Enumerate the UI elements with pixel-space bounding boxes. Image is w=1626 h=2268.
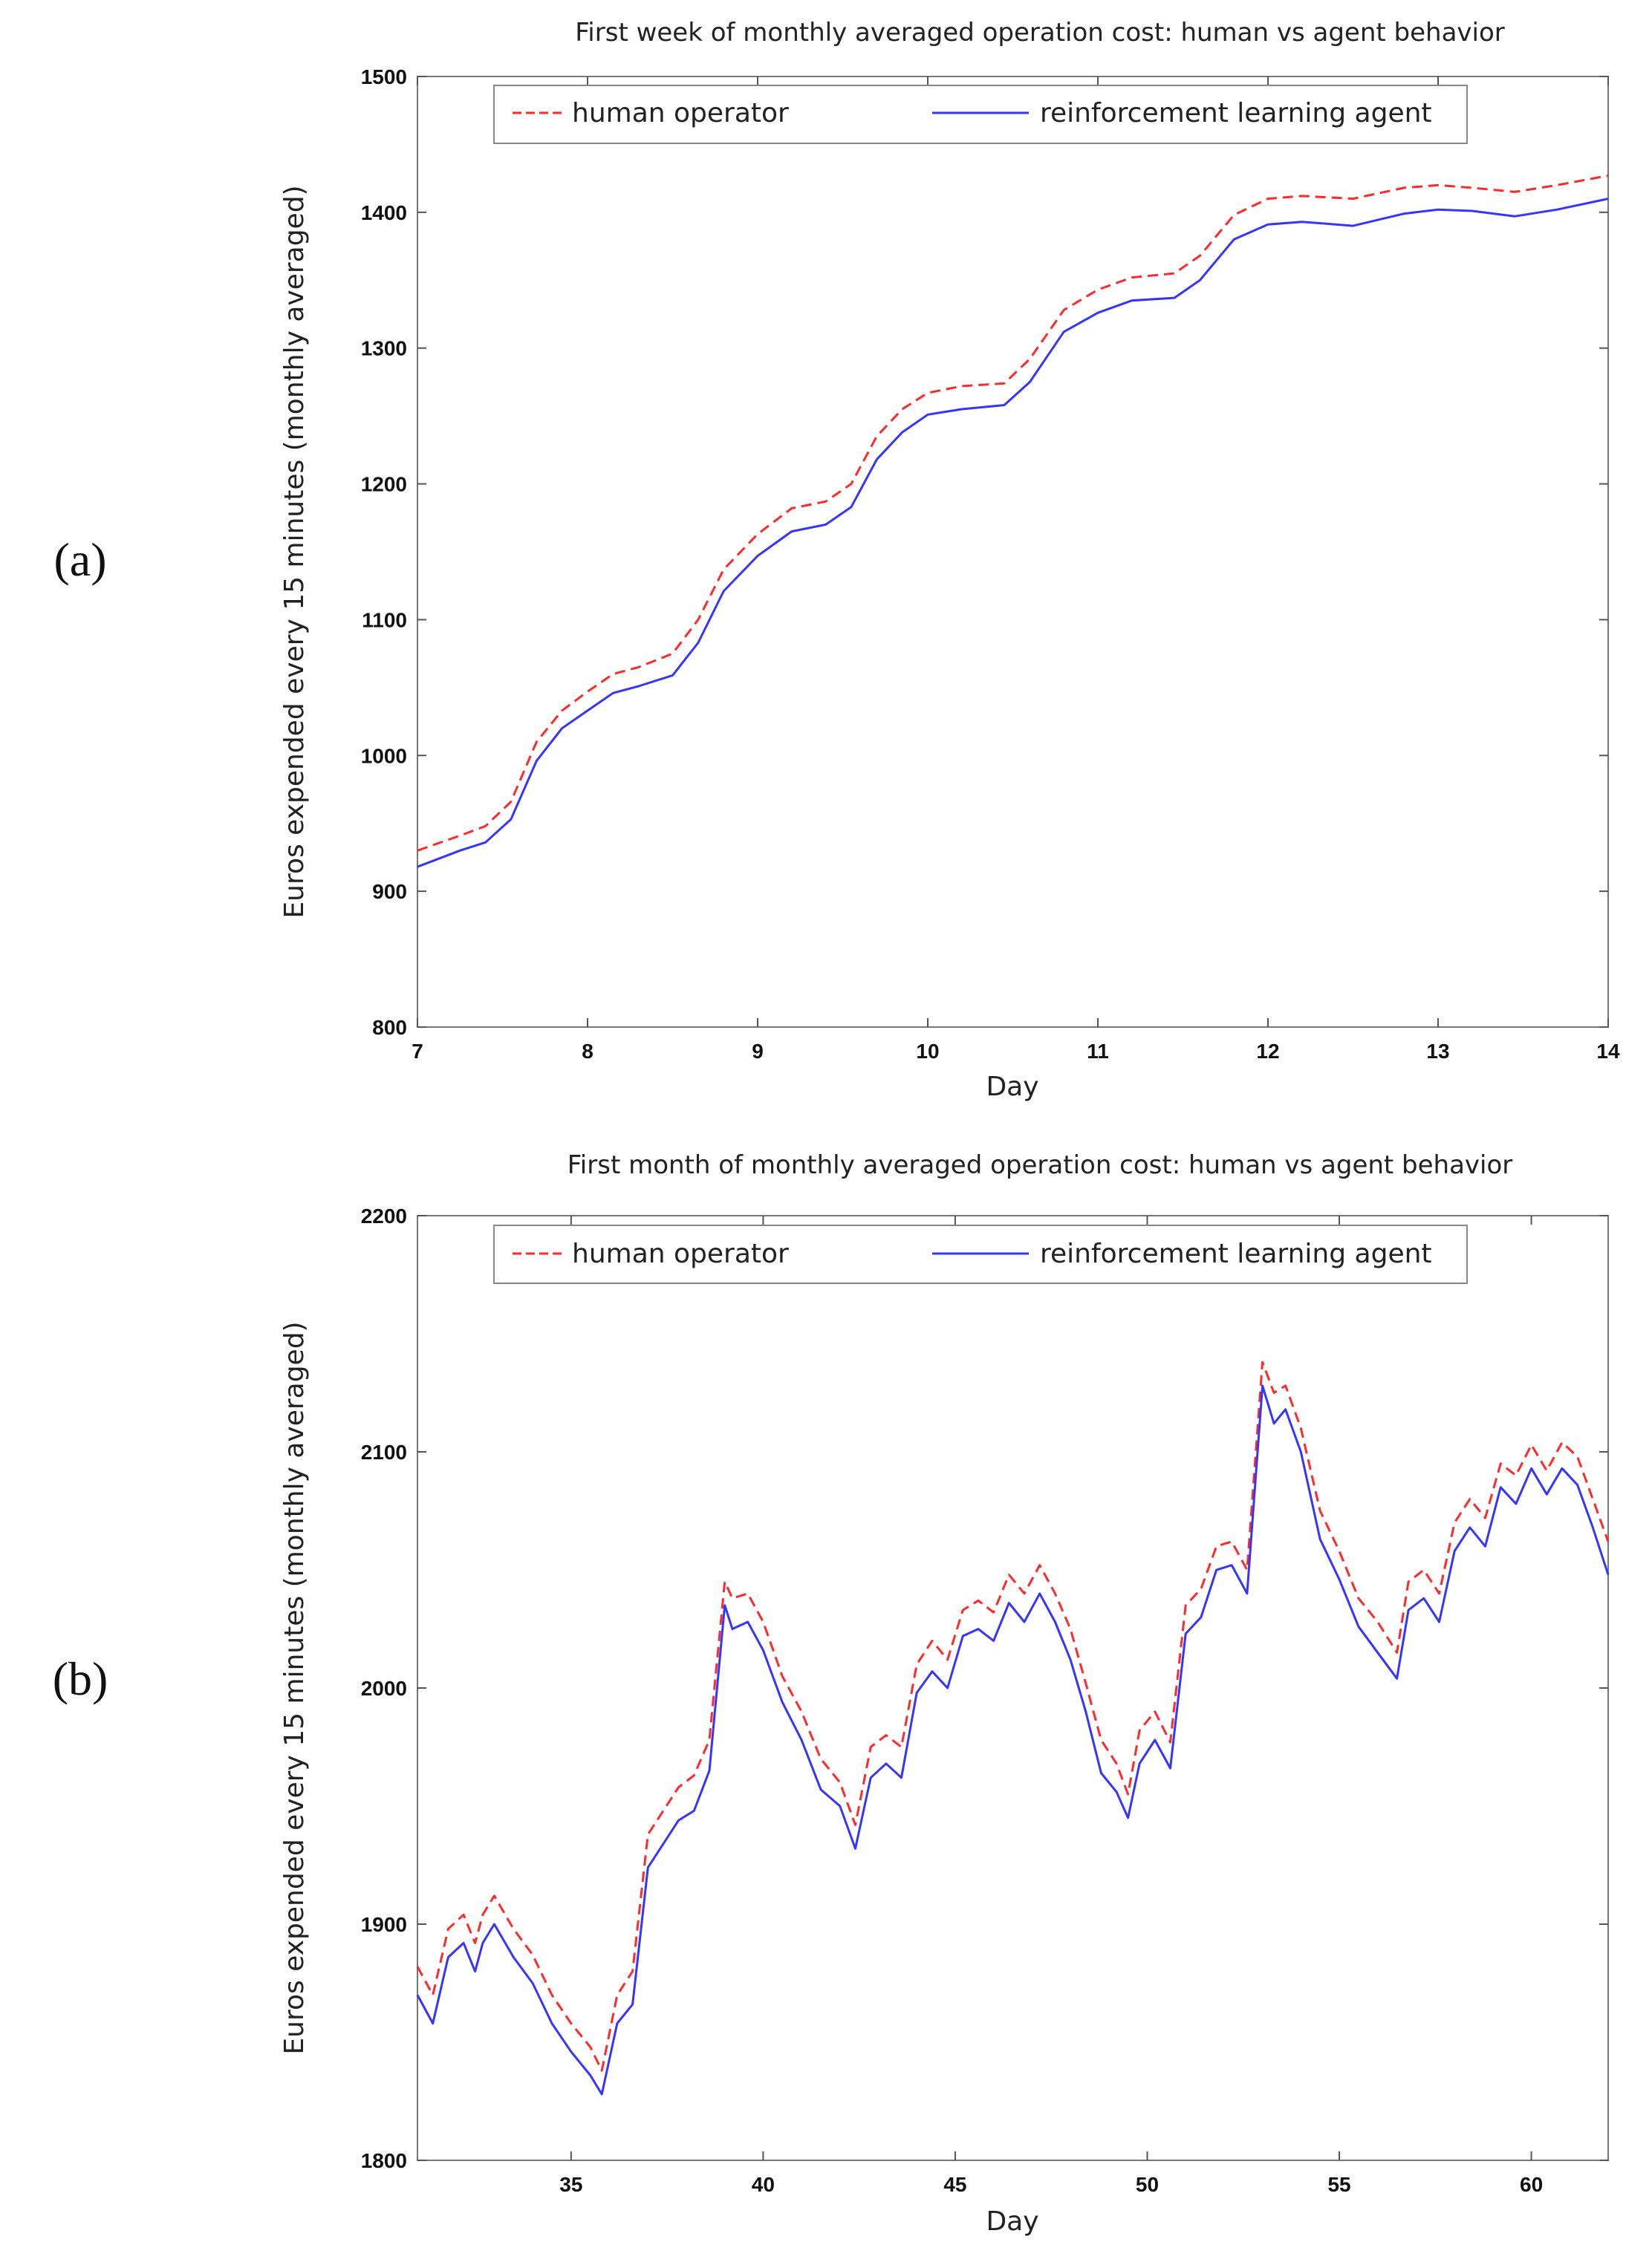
chart-b-series-rl-agent (416, 1384, 1610, 2096)
chart-b-xtick-label: 40 (752, 2173, 775, 2196)
chart-b-ytick-label: 1800 (361, 2149, 407, 2172)
chart-b-series-human-operator (416, 1361, 1610, 2072)
chart-a-xtick-label: 12 (1256, 1040, 1279, 1063)
chart-a-series-human-operator (417, 175, 1609, 852)
legend-label-agent-a: reinforcement learning agent (1040, 98, 1432, 128)
chart-b-xtick-label: 35 (559, 2173, 582, 2196)
chart-b-ticks: 35 40 45 50 55 60 1800 1900 2000 2100 2200 (361, 1205, 1608, 2196)
legend-label-agent-b: reinforcement learning agent (1040, 1239, 1432, 1269)
chart-a-ylabel: Euros expended every 15 minutes (monthly… (279, 185, 310, 918)
chart-a-xtick-label: 13 (1426, 1040, 1449, 1063)
chart-b-lines (416, 1361, 1610, 2096)
chart-a-lines (417, 175, 1609, 868)
legend-label-human-b: human operator (572, 1239, 789, 1269)
chart-b-ytick-label: 1900 (361, 1913, 407, 1936)
chart-b-title: First month of monthly averaged operatio… (568, 1150, 1513, 1180)
chart-a-ytick-label: 900 (372, 880, 407, 903)
chart-b-ylabel: Euros expended every 15 minutes (monthly… (279, 1321, 310, 2054)
chart-a-title: First week of monthly averaged operation… (575, 18, 1505, 48)
panel-label-b: (b) (53, 1652, 108, 1705)
chart-b-xtick-label: 50 (1136, 2173, 1159, 2196)
chart-b-ytick-label: 2000 (361, 1677, 407, 1700)
chart-a-ytick-label: 1400 (361, 201, 407, 224)
chart-b: First month of monthly averaged operatio… (279, 1150, 1610, 2237)
chart-b-plot-area (417, 1215, 1609, 2161)
chart-a-ytick-label: 800 (372, 1016, 407, 1039)
chart-a-ytick-label: 1500 (361, 65, 407, 88)
chart-b-xlabel: Day (986, 2206, 1038, 2237)
chart-a-ytick-label: 1200 (361, 473, 407, 496)
chart-a-ticks: 7 8 9 10 11 12 13 14 800 900 1000 1100 1200 1300 1400 1… (361, 65, 1620, 1063)
chart-a-xtick-label: 9 (752, 1040, 764, 1063)
chart-a-xtick-label: 8 (582, 1040, 594, 1063)
chart-a: First week of monthly averaged operation… (279, 18, 1620, 1102)
chart-b-legend: human operator reinforcement learning ag… (493, 1225, 1468, 1284)
chart-a-ytick-label: 1100 (362, 608, 407, 631)
chart-b-xtick-label: 55 (1327, 2173, 1350, 2196)
chart-a-series-rl-agent (417, 198, 1609, 868)
chart-a-xtick-label: 7 (412, 1040, 423, 1063)
chart-a-xlabel: Day (986, 1072, 1038, 1102)
chart-a-legend: human operator reinforcement learning ag… (493, 85, 1468, 144)
chart-a-xtick-label: 14 (1596, 1040, 1620, 1063)
legend-label-human-a: human operator (572, 98, 789, 128)
chart-a-plot-area (417, 76, 1609, 1028)
chart-b-ytick-label: 2100 (361, 1441, 407, 1464)
chart-b-xtick-label: 45 (943, 2173, 966, 2196)
chart-a-legend-box (493, 85, 1468, 144)
chart-b-xtick-label: 60 (1520, 2173, 1543, 2196)
chart-a-ytick-label: 1300 (361, 337, 407, 360)
chart-a-xtick-label: 10 (916, 1040, 939, 1063)
chart-b-ytick-label: 2200 (361, 1205, 407, 1228)
chart-a-ytick-label: 1000 (361, 744, 407, 767)
chart-a-xtick-label: 11 (1087, 1040, 1109, 1063)
panel-label-a: (a) (53, 533, 106, 586)
